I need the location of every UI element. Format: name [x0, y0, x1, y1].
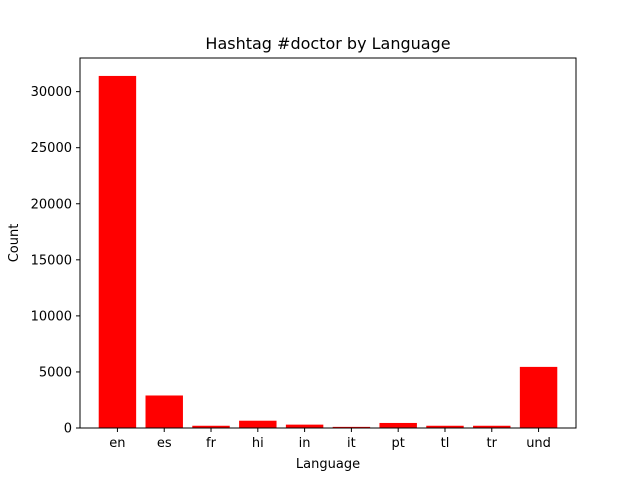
x-tick-label: hi [252, 436, 264, 451]
y-tick-label: 0 [64, 422, 72, 437]
y-tick-label: 10000 [31, 309, 72, 324]
bar-hi [239, 420, 277, 428]
x-tick-label: fr [206, 436, 217, 451]
x-tick-label: pt [392, 436, 405, 451]
plot-frame [79, 57, 577, 429]
bar-es [145, 395, 183, 428]
bar-en [98, 75, 137, 428]
x-axis: en es fr hi in it pt tl tr und [109, 428, 551, 451]
bar-und [519, 366, 558, 428]
y-tick-label: 30000 [31, 85, 72, 100]
chart-title: Hashtag #doctor by Language [205, 34, 450, 53]
y-axis: 0 5000 10000 15000 20000 25000 30000 [31, 85, 80, 437]
y-tick-label: 20000 [31, 197, 72, 212]
x-axis-label: Language [296, 457, 360, 472]
x-tick-label: und [526, 436, 551, 451]
bar-it [332, 426, 371, 428]
bar-tr [473, 425, 511, 428]
y-axis-label: Count [7, 224, 22, 263]
x-tick-label: tr [487, 436, 498, 451]
x-tick-label: es [157, 436, 172, 451]
bar-tl [426, 425, 464, 428]
y-tick-label: 15000 [31, 253, 72, 268]
y-tick-label: 25000 [31, 141, 72, 156]
bar-in [285, 424, 324, 428]
x-tick-label: it [347, 436, 356, 451]
bars-group [98, 75, 558, 428]
y-tick-label: 5000 [39, 365, 72, 380]
x-tick-label: en [109, 436, 125, 451]
bar-pt [379, 422, 417, 428]
x-tick-label: in [299, 436, 311, 451]
bar-fr [192, 425, 230, 428]
x-tick-label: tl [441, 436, 450, 451]
